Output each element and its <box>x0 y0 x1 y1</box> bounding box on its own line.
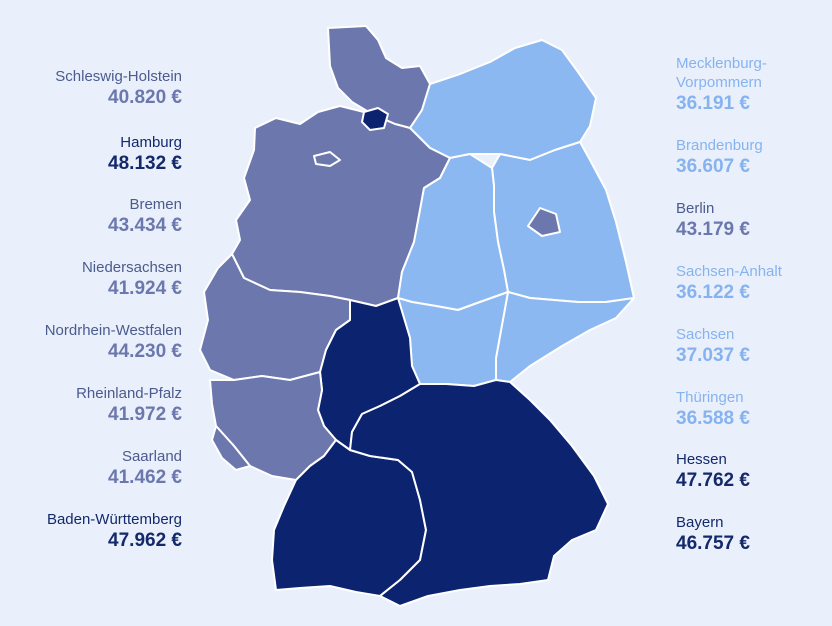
state-value: 41.924 € <box>108 278 182 299</box>
state-bayern <box>349 379 609 607</box>
state-value: 47.762 € <box>676 470 750 491</box>
label-thueringen: Thüringen 36.588 € <box>676 388 826 430</box>
state-saarland <box>211 425 251 471</box>
label-mecklenburg-vorpommern: Mecklenburg- Vorpommern 36.191 € <box>676 54 826 115</box>
state-sachsen <box>495 291 635 383</box>
state-value: 36.191 € <box>676 93 750 114</box>
label-bayern: Bayern 46.757 € <box>676 513 826 555</box>
label-bremen: Bremen 43.434 € <box>0 195 182 237</box>
state-berlin <box>527 207 561 237</box>
state-name: Baden-Württemberg <box>46 511 182 528</box>
state-value: 43.434 € <box>108 215 182 236</box>
state-name: Rheinland-Pfalz <box>76 385 182 402</box>
label-rheinland-pfalz: Rheinland-Pfalz 41.972 € <box>0 384 182 426</box>
label-hessen: Hessen 47.762 € <box>676 450 826 492</box>
label-schleswig-holstein: Schleswig-Holstein 40.820 € <box>0 67 182 109</box>
state-bremen <box>313 151 341 167</box>
label-berlin: Berlin 43.179 € <box>676 199 826 241</box>
state-name: Hessen <box>676 451 727 468</box>
state-name: Thüringen <box>676 389 744 406</box>
state-value: 47.962 € <box>108 530 182 551</box>
state-value: 41.462 € <box>108 467 182 488</box>
state-value: 46.757 € <box>676 533 750 554</box>
state-name: Sachsen <box>676 326 735 343</box>
state-name: Mecklenburg- <box>676 55 767 72</box>
label-niedersachsen: Niedersachsen 41.924 € <box>0 258 182 300</box>
state-name: Saarland <box>121 448 182 465</box>
state-value: 36.588 € <box>676 408 750 429</box>
state-name: Nordrhein-Westfalen <box>44 322 182 339</box>
state-name-line2: Vorpommern <box>676 74 762 91</box>
label-sachsen: Sachsen 37.037 € <box>676 325 826 367</box>
state-name: Schleswig-Holstein <box>55 68 182 85</box>
label-brandenburg: Brandenburg 36.607 € <box>676 136 826 178</box>
state-mecklenburg-vorpommern <box>409 39 597 161</box>
label-baden-wuerttemberg: Baden-Württemberg 47.962 € <box>0 510 182 552</box>
state-name: Hamburg <box>120 134 182 151</box>
state-name: Bremen <box>129 196 182 213</box>
state-name: Sachsen-Anhalt <box>676 263 782 280</box>
state-hamburg <box>361 107 389 131</box>
germany-map <box>199 25 635 607</box>
state-value: 36.122 € <box>676 282 750 303</box>
label-sachsen-anhalt: Sachsen-Anhalt 36.122 € <box>676 262 826 304</box>
label-saarland: Saarland 41.462 € <box>0 447 182 489</box>
state-brandenburg <box>491 141 635 303</box>
state-value: 37.037 € <box>676 345 750 366</box>
state-name: Bayern <box>676 514 724 531</box>
label-hamburg: Hamburg 48.132 € <box>0 133 182 175</box>
state-name: Berlin <box>676 200 715 217</box>
state-value: 43.179 € <box>676 219 750 240</box>
state-value: 48.132 € <box>108 153 182 174</box>
state-name: Brandenburg <box>676 137 763 154</box>
state-value: 44.230 € <box>108 341 182 362</box>
label-nordrhein-westfalen: Nordrhein-Westfalen 44.230 € <box>0 321 182 363</box>
state-value: 40.820 € <box>108 87 182 108</box>
state-name: Niedersachsen <box>81 259 182 276</box>
state-value: 41.972 € <box>108 404 182 425</box>
state-value: 36.607 € <box>676 156 750 177</box>
